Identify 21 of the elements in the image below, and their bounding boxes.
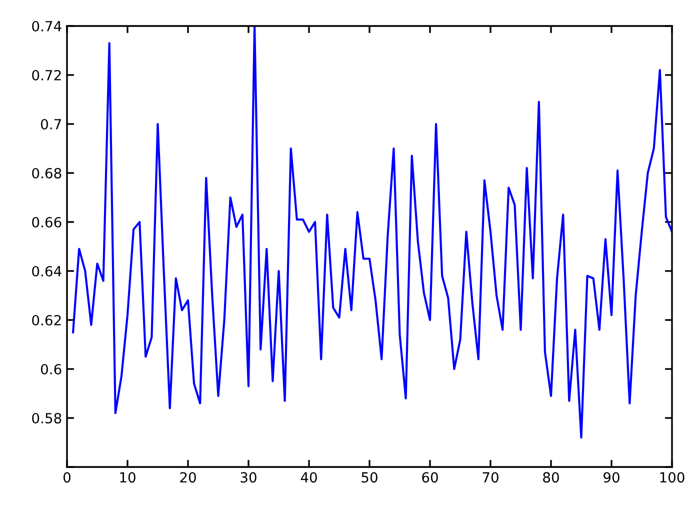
x-tick-label: 80 xyxy=(543,472,559,483)
y-tick-label: 0.7 xyxy=(40,118,61,130)
y-tick-label: 0.68 xyxy=(32,168,62,178)
y-tick-label: 0.58 xyxy=(32,412,62,424)
y-tick-label: 0.74 xyxy=(32,20,62,32)
y-tick-label: 0.64 xyxy=(32,266,62,276)
x-tick-label: 20 xyxy=(180,472,196,483)
y-tick-label: 0.6 xyxy=(40,364,62,374)
y-tick-label: 0.72 xyxy=(32,70,61,80)
y-tick-label: 0.62 xyxy=(32,314,61,326)
x-tick-label: 10 xyxy=(120,472,136,483)
x-tick-label: 0 xyxy=(63,472,70,483)
x-tick-label: 40 xyxy=(300,472,317,483)
x-tick-label: 100 xyxy=(660,472,684,483)
y-tick-label: 0.66 xyxy=(32,216,62,228)
x-tick-label: 60 xyxy=(422,472,438,483)
x-tick-label: 70 xyxy=(482,472,498,483)
x-tick-label: 50 xyxy=(362,472,378,483)
x-tick-label: 90 xyxy=(604,472,620,483)
line-series xyxy=(72,26,672,439)
x-tick-label: 30 xyxy=(240,472,256,483)
